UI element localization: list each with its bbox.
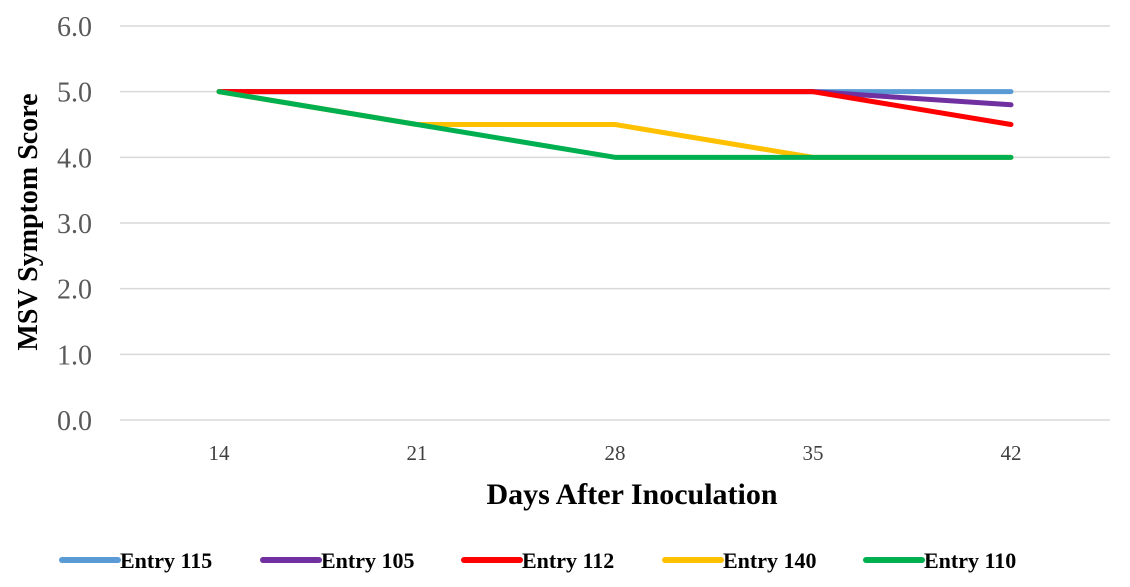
x-axis-title: Days After Inoculation (486, 478, 777, 511)
gridlines (120, 25, 1110, 421)
x-tick-label: 21 (407, 441, 428, 465)
series-line (216, 89, 1014, 160)
series-line (216, 89, 1014, 160)
y-axis-tick-labels: 0.0 1.0 2.0 3.0 4.0 5.0 6.0 (57, 12, 92, 437)
y-tick-label: 5.0 (57, 78, 92, 109)
x-axis-tick-labels: 14 21 28 35 42 (209, 441, 1022, 465)
y-tick-label: 4.0 (57, 143, 92, 174)
legend-label: Entry 110 (924, 548, 1016, 573)
legend-label: Entry 105 (321, 548, 415, 573)
legend-label: Entry 140 (723, 548, 817, 573)
y-tick-label: 0.0 (57, 406, 92, 437)
x-tick-label: 28 (605, 441, 626, 465)
x-tick-label: 35 (803, 441, 824, 465)
y-tick-label: 2.0 (57, 275, 92, 306)
y-tick-label: 1.0 (57, 340, 92, 371)
y-tick-label: 6.0 (57, 12, 92, 43)
legend-label: Entry 112 (522, 548, 614, 573)
y-axis-title: MSV Symptom Score (13, 93, 44, 350)
series-lines (216, 89, 1014, 160)
x-tick-label: 42 (1001, 441, 1022, 465)
y-tick-label: 3.0 (57, 209, 92, 240)
x-tick-label: 14 (209, 441, 231, 465)
legend-label: Entry 115 (120, 548, 212, 573)
series-line (216, 89, 1014, 127)
legend: Entry 115 Entry 105 Entry 112 Entry 140 Entr… (59, 548, 1016, 573)
